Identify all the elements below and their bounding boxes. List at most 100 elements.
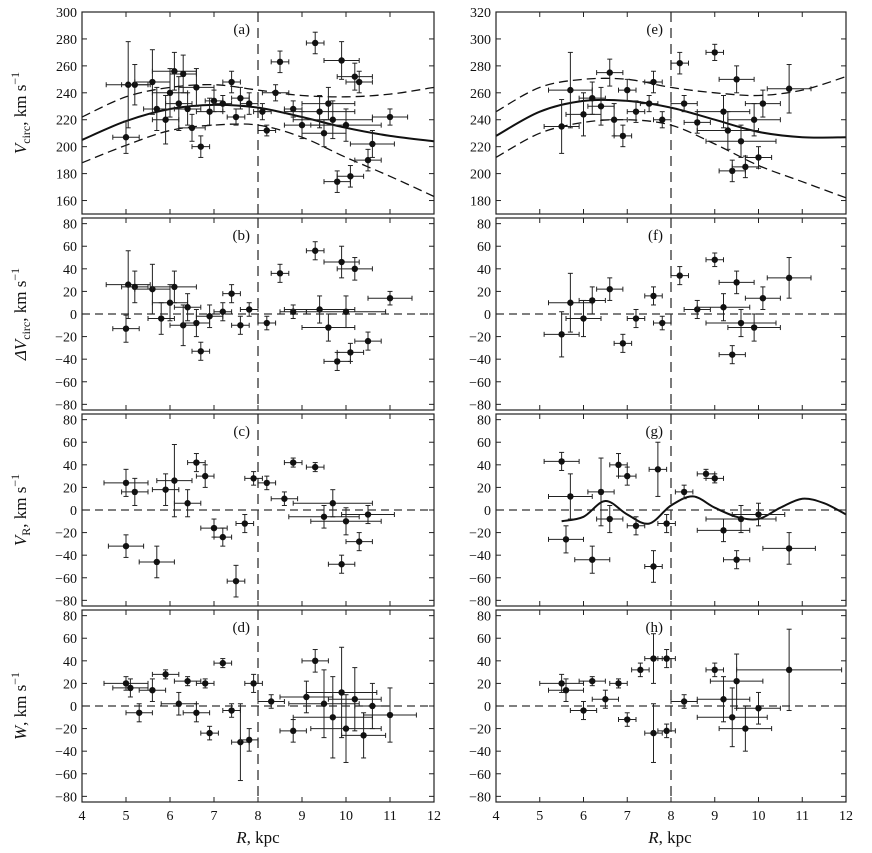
data-point [257,694,285,709]
data-marker [606,285,613,293]
data-marker [750,324,758,331]
y-tick-label: 80 [63,218,77,233]
y-axis-label-subscript: circ [19,322,33,340]
data-marker [733,279,740,286]
data-marker [320,700,328,707]
data-point [226,108,246,126]
data-marker [589,556,596,563]
data-marker [720,696,727,703]
data-marker [615,461,622,469]
data-point [327,667,382,732]
data-marker [351,696,358,703]
model-curve [496,98,846,139]
y-tick-label: −80 [469,594,491,609]
data-marker [184,500,191,507]
data-point [226,564,246,598]
data-marker [158,315,165,322]
y-tick-label: 200 [56,141,77,156]
data-marker [632,522,640,530]
data-point [705,124,777,158]
data-point [107,534,145,558]
data-point [548,525,584,554]
data-point [191,135,211,158]
y-axis-label-symbol: W [11,724,30,740]
data-point [766,64,812,114]
data-point [310,108,382,142]
data-point [301,86,356,121]
data-marker [263,127,270,134]
data-marker [729,351,736,358]
data-marker [558,458,565,465]
y-tick-label: 40 [63,263,77,278]
data-marker [724,127,732,134]
data-point [363,687,417,743]
data-marker [149,686,156,694]
data-point [323,245,360,279]
data-point [696,293,751,322]
data-marker [347,173,354,180]
data-marker [210,97,218,105]
data-marker [347,349,354,356]
data-marker [122,542,130,550]
data-marker [654,466,662,473]
data-marker [619,132,627,140]
data-marker [136,709,143,716]
data-point [336,257,373,281]
data-marker [316,306,323,313]
data-point [222,284,241,304]
data-marker [755,154,762,161]
panel-frame [495,609,847,803]
data-marker [750,116,758,123]
data-marker [312,247,319,254]
data-marker [259,108,266,115]
y-axis-label: W, km s−1 [8,672,30,740]
data-marker [272,89,279,97]
panel-frame [81,609,435,803]
data-point [543,99,580,154]
data-marker [184,105,191,113]
data-point [718,65,755,94]
data-point [596,504,624,534]
data-marker [729,714,736,721]
data-point [670,94,698,113]
y-tick-label: 40 [477,459,491,474]
data-point [305,241,325,261]
data-point [539,673,584,693]
data-point [283,295,356,324]
data-point [336,62,373,91]
data-marker [162,116,169,123]
svg-text:R, kpc: R, kpc [647,828,692,847]
data-point [705,43,724,61]
data-point [239,728,259,752]
data-point [239,92,259,115]
data-point [613,333,633,353]
panel-g: −80 −60 −40 −20 0 20 40 60 80 (g) [469,413,847,609]
y-tick-label: 0 [484,700,491,715]
data-point [587,457,615,527]
data-marker [680,488,688,496]
y-tick-label: 20 [63,285,77,300]
y-axis-label-subscript: circ [19,126,33,144]
data-point [261,84,290,102]
data-marker [329,116,336,123]
data-point [327,554,356,574]
data-marker [737,138,745,145]
data-marker [711,256,718,263]
data-marker [663,655,670,662]
data-marker [263,479,270,487]
data-point [151,51,197,91]
x-tick-label: 11 [796,809,809,824]
y-tick-label: 40 [477,263,491,278]
data-marker [680,698,688,705]
data-marker [645,100,653,107]
y-tick-label: −80 [469,790,491,805]
data-point [718,159,746,183]
data-marker [597,488,605,496]
data-point [591,689,619,709]
data-marker [785,666,793,674]
y-tick-label: −40 [55,745,77,760]
data-marker [580,707,587,714]
data-point [718,345,746,365]
y-tick-label: 60 [477,240,491,255]
data-point [195,97,224,126]
